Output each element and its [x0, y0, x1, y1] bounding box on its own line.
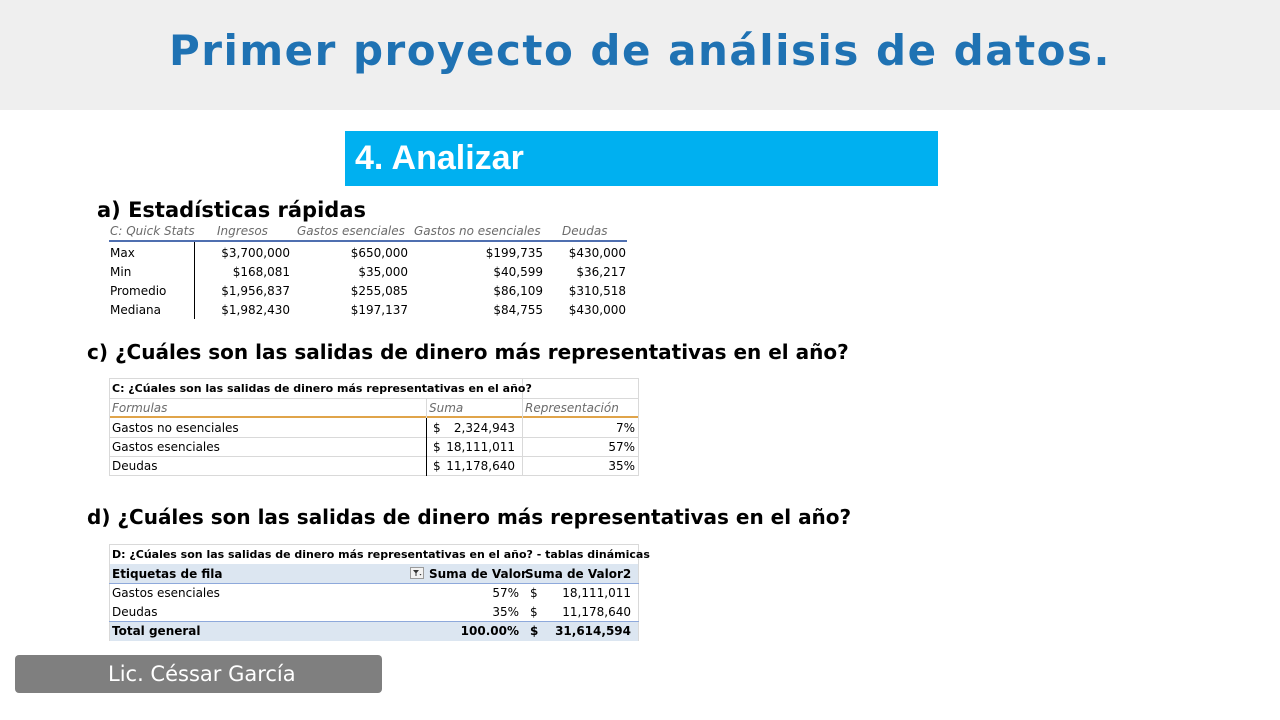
- section-label: 4. Analizar: [345, 131, 938, 186]
- total-top-border: [109, 621, 639, 622]
- grid-line: [109, 456, 639, 457]
- grid-line: [109, 378, 110, 476]
- sum-value: 11,178,640: [446, 459, 515, 473]
- stat-value: $168,081: [232, 265, 290, 279]
- grid-line: [426, 418, 427, 476]
- grid-line: [109, 544, 110, 641]
- grid-line: [109, 378, 639, 379]
- header-underline: [109, 583, 639, 584]
- header-underline: [109, 416, 639, 418]
- grid-line: [638, 544, 639, 641]
- stat-value: $650,000: [350, 246, 408, 260]
- table-title: C: ¿Cúales son las salidas de dinero más…: [112, 382, 532, 395]
- header-cell: Suma de Valor2: [525, 567, 632, 581]
- heading-quick-stats: a) Estadísticas rápidas: [97, 198, 366, 222]
- grid-line: [109, 475, 639, 476]
- header-underline: [109, 240, 627, 242]
- currency-symbol: $: [530, 586, 538, 600]
- row-label: Gastos esenciales: [112, 586, 220, 600]
- grid-line: [522, 378, 523, 476]
- sum-value: 11,178,640: [562, 605, 631, 619]
- total-sum: 31,614,594: [555, 624, 631, 638]
- pct-value: 7%: [615, 421, 635, 435]
- sum-value: 2,324,943: [453, 421, 515, 435]
- header-cell: Formulas: [112, 401, 168, 415]
- stat-label: Max: [110, 246, 135, 260]
- pct-value: 35%: [492, 605, 519, 619]
- stat-value: $310,518: [568, 284, 626, 298]
- row-label: Gastos esenciales: [112, 440, 220, 454]
- pct-value: 57%: [608, 440, 635, 454]
- stat-value: $36,217: [576, 265, 626, 279]
- header-cell: Etiquetas de fila: [112, 567, 223, 581]
- stat-value: $197,137: [350, 303, 408, 317]
- pivot-header-row: [110, 564, 638, 583]
- stat-value: $86,109: [493, 284, 543, 298]
- currency-symbol: $: [530, 624, 539, 638]
- table-title: D: ¿Cúales son las salidas de dinero más…: [112, 548, 650, 561]
- currency-symbol: $: [433, 440, 441, 454]
- stat-value: $84,755: [493, 303, 543, 317]
- stat-label: Mediana: [110, 303, 161, 317]
- row-label: Gastos no esenciales: [112, 421, 239, 435]
- total-pct: 100.00%: [460, 624, 519, 638]
- currency-symbol: $: [530, 605, 538, 619]
- header-cell: Gastos esenciales: [297, 224, 405, 238]
- sum-value: 18,111,011: [446, 440, 515, 454]
- stat-value: $430,000: [568, 246, 626, 260]
- row-label: Deudas: [112, 459, 158, 473]
- header-cell: Deudas: [562, 224, 608, 238]
- author-footer: Lic. Céssar García: [15, 655, 382, 693]
- stat-value: $40,599: [493, 265, 543, 279]
- header-cell: Suma: [429, 401, 464, 415]
- heading-question-d: d) ¿Cuáles son las salidas de dinero más…: [87, 505, 852, 529]
- pivot-total-row: [110, 622, 638, 641]
- header-cell: Representación: [525, 401, 619, 415]
- grid-line: [109, 544, 639, 545]
- title-banner: Primer proyecto de análisis de datos.: [0, 0, 1280, 110]
- grid-line: [638, 378, 639, 476]
- stat-value: $1,956,837: [221, 284, 290, 298]
- pct-value: 57%: [492, 586, 519, 600]
- total-label: Total general: [112, 624, 201, 638]
- header-cell: Gastos no esenciales: [414, 224, 541, 238]
- row-label: Deudas: [112, 605, 158, 619]
- grid-line: [109, 398, 639, 399]
- stat-value: $255,085: [350, 284, 408, 298]
- stat-label: Promedio: [110, 284, 167, 298]
- stat-value: $430,000: [568, 303, 626, 317]
- page-title: Primer proyecto de análisis de datos.: [169, 26, 1111, 75]
- stat-label: Min: [110, 265, 132, 279]
- stat-value: $199,735: [485, 246, 543, 260]
- grid-line: [109, 437, 639, 438]
- currency-symbol: $: [433, 421, 441, 435]
- section-label-text: 4. Analizar: [355, 139, 524, 177]
- header-cell: Suma de Valor: [429, 567, 527, 581]
- header-cell: Ingresos: [217, 224, 268, 238]
- row-label-divider: [194, 242, 195, 319]
- currency-symbol: $: [433, 459, 441, 473]
- sum-value: 18,111,011: [562, 586, 631, 600]
- author-name: Lic. Céssar García: [108, 662, 296, 686]
- filter-icon[interactable]: [410, 567, 424, 579]
- header-cell: C: Quick Stats: [110, 224, 195, 238]
- grid-line: [426, 398, 427, 418]
- stat-value: $1,982,430: [221, 303, 290, 317]
- stat-value: $35,000: [358, 265, 408, 279]
- pct-value: 35%: [608, 459, 635, 473]
- heading-question-c: c) ¿Cuáles son las salidas de dinero más…: [87, 340, 849, 364]
- stat-value: $3,700,000: [221, 246, 290, 260]
